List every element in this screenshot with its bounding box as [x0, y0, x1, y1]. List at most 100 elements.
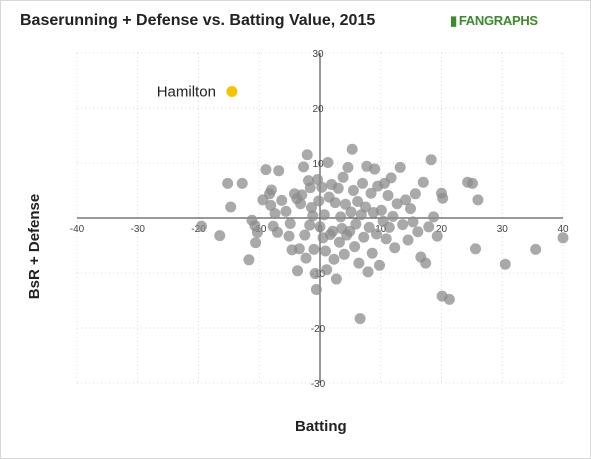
data-point — [318, 209, 330, 221]
data-point — [300, 252, 312, 264]
y-tick-label: 30 — [312, 49, 324, 60]
data-point — [265, 184, 277, 196]
fangraphs-logo: ▮ FANGRAPHS — [450, 13, 538, 29]
data-point — [431, 230, 443, 242]
y-tick-label: 20 — [312, 104, 324, 115]
data-point — [284, 218, 296, 229]
data-point — [344, 225, 356, 237]
logo-text: FANGRAPHS — [458, 13, 538, 28]
data-point — [402, 234, 414, 246]
x-tick-label: -30 — [131, 224, 146, 235]
data-point — [385, 172, 397, 184]
data-point — [472, 194, 484, 206]
logo-mark-icon: ▮ — [450, 13, 457, 28]
data-point — [298, 161, 310, 173]
data-point — [423, 221, 435, 233]
data-point — [292, 265, 304, 277]
data-point — [389, 242, 401, 254]
data-point — [283, 230, 295, 242]
data-point — [412, 226, 424, 238]
data-point — [335, 211, 347, 223]
data-point — [347, 185, 359, 196]
data-point — [466, 177, 478, 189]
y-axis-label: BsR + Defense — [26, 193, 44, 300]
data-point — [405, 203, 417, 215]
data-point — [363, 221, 375, 233]
data-point — [354, 313, 366, 325]
data-point — [214, 230, 226, 242]
data-point — [357, 177, 369, 189]
data-point — [387, 210, 399, 222]
x-tick-label: 10 — [375, 224, 387, 235]
data-point — [265, 199, 277, 211]
x-tick-label: 30 — [497, 224, 509, 235]
data-point — [295, 198, 307, 210]
data-point — [196, 220, 208, 232]
data-point — [470, 243, 482, 255]
data-point — [391, 198, 403, 210]
data-point — [345, 206, 357, 218]
highlight-label: Hamilton — [157, 84, 216, 101]
data-point — [314, 221, 326, 233]
data-point — [319, 245, 331, 257]
data-point — [273, 165, 285, 177]
data-point — [365, 187, 377, 199]
data-point — [353, 257, 365, 269]
data-point — [350, 218, 362, 230]
data-point — [340, 198, 352, 210]
data-point — [358, 231, 370, 243]
data-point — [352, 196, 364, 207]
y-tick-label: 10 — [312, 159, 324, 170]
data-point — [222, 177, 234, 189]
data-point — [305, 202, 317, 214]
data-point — [308, 243, 320, 255]
data-point — [269, 208, 281, 220]
data-point — [360, 201, 372, 213]
data-point — [417, 176, 429, 188]
data-point — [328, 253, 340, 265]
x-tick-label: 40 — [557, 224, 569, 235]
data-point — [366, 247, 378, 259]
data-point — [330, 273, 342, 285]
data-point — [243, 254, 255, 266]
data-point — [329, 197, 341, 209]
data-point — [304, 182, 316, 194]
data-point — [342, 161, 354, 173]
data-point — [316, 181, 328, 193]
data-point — [409, 188, 421, 200]
data-point — [370, 228, 382, 240]
data-point — [313, 195, 325, 207]
data-point — [333, 236, 345, 248]
data-point — [251, 226, 263, 238]
data-point — [383, 221, 395, 233]
data-point — [499, 258, 511, 270]
x-axis-label: Batting — [295, 418, 347, 435]
data-point — [397, 219, 409, 231]
data-point — [349, 241, 361, 253]
data-point — [425, 154, 437, 166]
data-point — [307, 210, 319, 222]
data-point — [225, 201, 237, 213]
data-point — [443, 293, 455, 305]
y-tick-label: -30 — [311, 379, 326, 390]
data-point — [304, 219, 316, 231]
data-point — [337, 171, 349, 183]
data-point — [362, 266, 374, 278]
data-point — [437, 192, 449, 204]
data-point — [276, 194, 288, 206]
data-point — [530, 243, 542, 255]
data-point — [332, 182, 344, 194]
x-tick-label: -40 — [70, 224, 85, 235]
data-point — [321, 264, 333, 276]
highlight-point — [226, 86, 238, 97]
data-point — [310, 284, 322, 295]
data-point — [322, 156, 334, 168]
x-tick-label: 20 — [436, 224, 448, 235]
data-point — [374, 259, 386, 271]
data-point — [380, 233, 392, 245]
data-point — [407, 216, 419, 228]
chart-title: Baserunning + Defense vs. Batting Value,… — [20, 12, 376, 29]
data-point — [293, 243, 305, 255]
data-point — [271, 226, 283, 238]
